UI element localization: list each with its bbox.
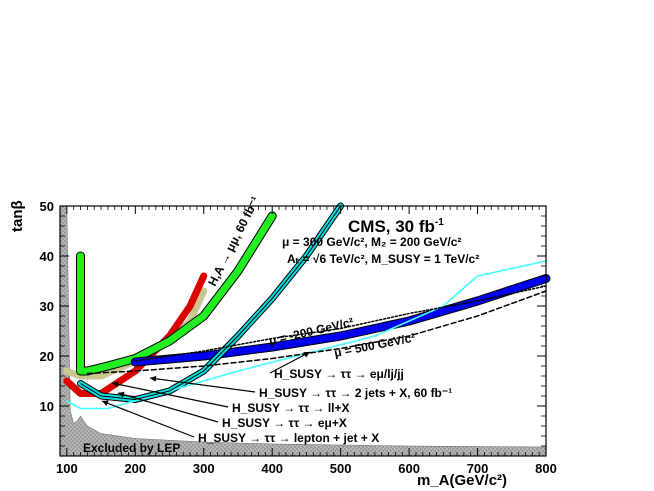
legend-arrow [117,392,219,423]
x-tick-label: 600 [398,461,420,476]
experiment-sup: -1 [435,217,444,228]
series-line [134,285,547,362]
ticks-layer: 100 200 300 400 500 600 700 800 10 20 30 40 50 [40,199,557,476]
x-tick-label: 300 [193,461,215,476]
x-tick-label: 800 [535,461,557,476]
x-tick-label: 200 [124,461,146,476]
legend-arrowhead [303,352,310,358]
legend-arrowhead [118,391,125,398]
series-line [66,260,547,410]
legend-arrow [269,351,311,374]
series-layer [63,202,551,410]
x-tick-label: 400 [261,461,283,476]
legend-arrowhead [112,381,119,388]
legend-arrow [111,382,229,408]
legend-arrowhead [102,400,109,406]
series-6 [134,285,547,362]
series-center-line [80,205,342,401]
x-tick-label: 700 [467,461,489,476]
param-line-2: Aₜ = √6 TeV/c², M_SUSY = 1 TeV/c² [287,252,479,266]
lep-label: Excluded by LEP [83,441,180,455]
plot-frame [59,205,547,457]
y-tick-label: 40 [40,249,54,264]
legend: H_SUSY → ττ → eμ/lj/jj H_SUSY → ττ → 2 je… [101,351,452,445]
y-axis-label: tanβ [9,200,26,232]
lep-excluded-region [59,205,547,457]
legend-arrow [101,400,195,438]
y-tick-label: 10 [40,399,54,414]
param-line-1: μ = 300 GeV/c², M₂ = 200 GeV/c² [282,235,461,249]
legend-entry-5: H_SUSY → ττ → lepton + jet + X [198,431,379,445]
experiment-label: CMS, 30 fb-1 [348,217,444,236]
experiment-text: CMS, 30 fb [348,217,435,236]
x-axis-label: m_A(GeV/c²) [417,472,507,489]
legend-entry-2: H_SUSY → ττ → 2 jets + X, 60 fb⁻¹ [259,386,452,400]
y-tick-label: 20 [40,349,54,364]
legend-entry-3: H_SUSY → ττ → ll+X [232,401,350,415]
x-tick-label: 500 [330,461,352,476]
y-tick-label: 30 [40,299,54,314]
legend-entry-1: H_SUSY → ττ → eμ/lj/jj [274,367,404,381]
x-tick-label: 100 [56,461,78,476]
y-tick-label: 50 [40,199,54,214]
legend-entry-4: H_SUSY → ττ → eμ+X [222,416,347,430]
legend-arrowhead [150,375,157,382]
legend-arrow [149,377,256,393]
series-5 [66,260,547,410]
